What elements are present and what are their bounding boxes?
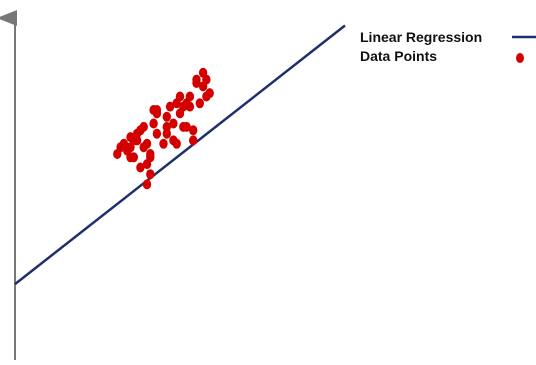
data-point bbox=[129, 152, 138, 163]
data-point bbox=[189, 135, 198, 146]
data-point bbox=[146, 169, 155, 180]
data-point bbox=[185, 101, 195, 112]
data-point bbox=[172, 138, 181, 149]
data-point bbox=[146, 152, 155, 163]
data-point bbox=[202, 74, 211, 85]
data-points bbox=[113, 67, 214, 190]
data-point bbox=[192, 78, 201, 88]
data-point bbox=[185, 91, 195, 102]
data-point bbox=[189, 125, 198, 136]
data-point bbox=[139, 121, 148, 132]
data-point bbox=[152, 128, 162, 139]
data-point bbox=[162, 128, 171, 139]
legend-swatch-data-points bbox=[516, 53, 524, 63]
data-point bbox=[182, 121, 191, 132]
data-point bbox=[175, 91, 185, 102]
legend: Linear Regression Data Points bbox=[360, 29, 536, 64]
data-point bbox=[195, 98, 204, 109]
data-point bbox=[165, 101, 175, 112]
data-point bbox=[142, 138, 152, 149]
data-point bbox=[136, 162, 145, 173]
data-point bbox=[169, 118, 178, 129]
legend-label-regression: Linear Regression bbox=[360, 29, 482, 45]
data-point bbox=[205, 88, 214, 99]
data-point bbox=[162, 111, 171, 122]
data-point bbox=[159, 138, 168, 149]
data-point bbox=[142, 179, 152, 190]
data-point bbox=[152, 105, 162, 115]
legend-label-data-points: Data Points bbox=[360, 48, 437, 64]
regression-line bbox=[14, 24, 346, 286]
data-point bbox=[149, 118, 158, 129]
